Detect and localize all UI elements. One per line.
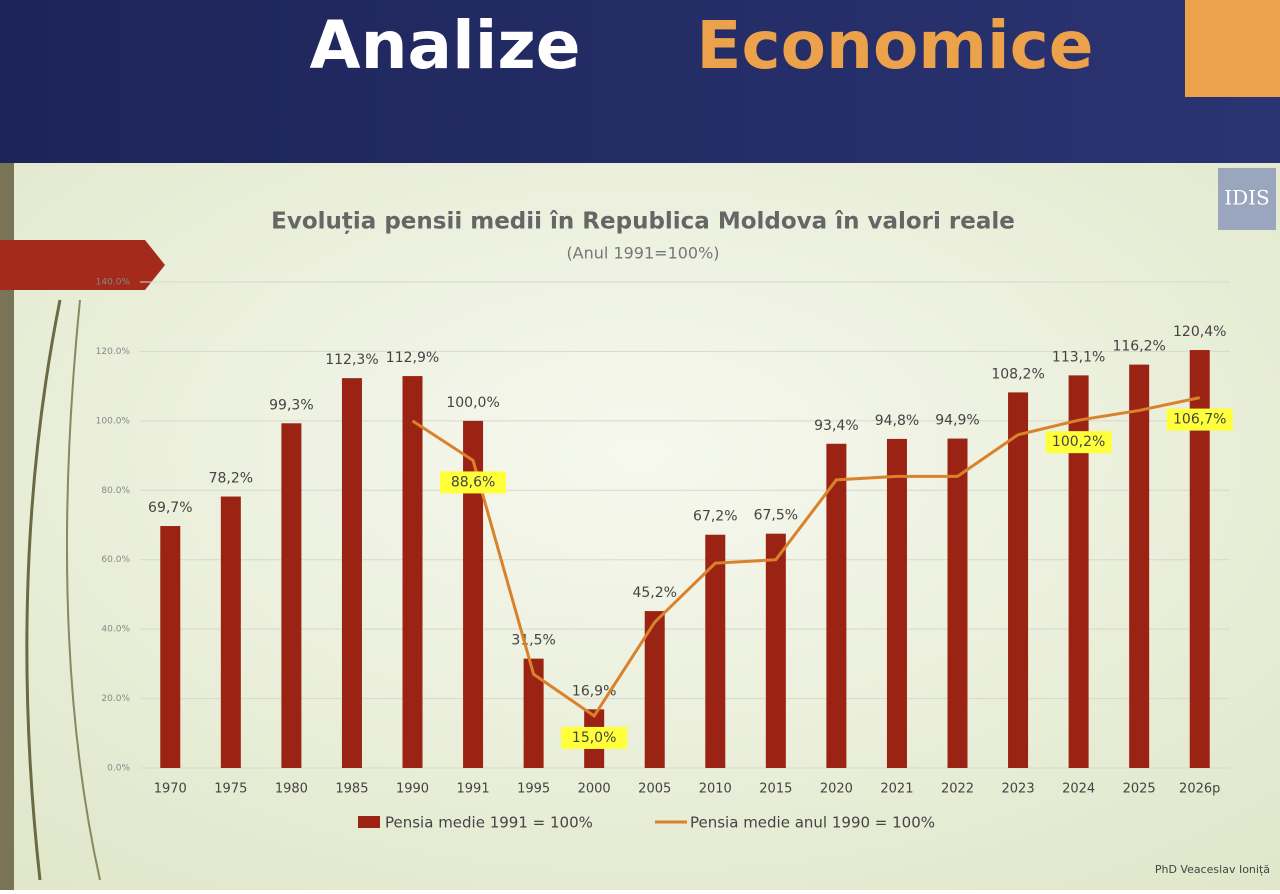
x-tick-label: 1975 bbox=[214, 782, 247, 797]
bar bbox=[765, 533, 786, 768]
bar bbox=[886, 438, 907, 768]
x-tick-label: 2024 bbox=[1062, 782, 1095, 797]
bar-label: 100,0% bbox=[446, 395, 499, 411]
bar bbox=[644, 611, 665, 768]
label-highlight bbox=[1045, 431, 1112, 454]
x-tick-label: 2005 bbox=[638, 782, 671, 797]
bar-label: 94,8% bbox=[875, 413, 919, 429]
x-tick-label: 2020 bbox=[820, 782, 853, 797]
bar bbox=[220, 496, 241, 768]
bar bbox=[463, 420, 484, 768]
bar bbox=[1129, 364, 1150, 768]
line-label: 88,6% bbox=[451, 474, 495, 490]
bar-label: 99,3% bbox=[269, 397, 313, 413]
bar bbox=[341, 378, 362, 768]
y-tick-label: 140.0% bbox=[96, 278, 131, 288]
y-tick-label: 0.0% bbox=[107, 764, 130, 774]
bar bbox=[947, 438, 968, 768]
x-tick-label: 1985 bbox=[335, 782, 368, 797]
x-tick-label: 1991 bbox=[457, 782, 490, 797]
x-tick-label: 1995 bbox=[517, 782, 550, 797]
y-tick-label: 80.0% bbox=[101, 486, 130, 496]
bar-label: 31,5% bbox=[511, 633, 555, 649]
bar-label: 112,9% bbox=[386, 350, 439, 366]
label-highlight bbox=[440, 471, 507, 494]
decor-curve bbox=[25, 299, 62, 881]
bar-label: 93,4% bbox=[814, 418, 858, 434]
bar bbox=[523, 658, 544, 768]
legend-swatch bbox=[358, 816, 380, 828]
header-bg bbox=[0, 0, 1280, 163]
x-tick-label: 2022 bbox=[941, 782, 974, 797]
x-tick-label: 2025 bbox=[1123, 782, 1156, 797]
label-highlight bbox=[1166, 408, 1233, 431]
bar-label: 16,9% bbox=[572, 683, 616, 699]
header-title-right: Economice bbox=[696, 7, 1093, 84]
header-title-left: Analize bbox=[309, 7, 580, 84]
x-tick-label: 1980 bbox=[275, 782, 308, 797]
author: PhD Veaceslav Ioniță bbox=[1155, 863, 1270, 876]
x-tick-label: 2000 bbox=[578, 782, 611, 797]
bar bbox=[160, 526, 181, 768]
bar-label: 78,2% bbox=[209, 471, 253, 487]
bar bbox=[1189, 350, 1210, 768]
bar-label: 112,3% bbox=[325, 352, 378, 368]
legend-label: Pensia medie 1991 = 100% bbox=[385, 814, 593, 832]
legend-label: Pensia medie anul 1990 = 100% bbox=[690, 814, 935, 832]
logo-text: ΙDIS bbox=[1224, 186, 1270, 210]
bar bbox=[1008, 392, 1029, 768]
bar-label: 120,4% bbox=[1173, 324, 1226, 340]
y-tick-label: 20.0% bbox=[101, 694, 130, 704]
bar-label: 113,1% bbox=[1052, 349, 1105, 365]
x-tick-label: 2021 bbox=[880, 782, 913, 797]
bar-label: 67,5% bbox=[754, 508, 798, 524]
y-tick-label: 40.0% bbox=[101, 625, 130, 635]
plot: 0.0% 20.0% 40.0% 60.0% 80.0% 100.0% 120.0% 140.… bbox=[96, 278, 1233, 832]
bar-label: 69,7% bbox=[148, 500, 192, 516]
bar-label: 45,2% bbox=[632, 585, 676, 601]
x-tick-label: 1990 bbox=[396, 782, 429, 797]
chart-title: Evoluția pensii medii în Republica Moldo… bbox=[271, 209, 1015, 235]
bar-label: 94,9% bbox=[935, 413, 979, 429]
y-tick-label: 120.0% bbox=[96, 347, 131, 357]
y-tick-label: 100.0% bbox=[96, 416, 131, 426]
x-tick-label: 1970 bbox=[154, 782, 187, 797]
bar-label: 116,2% bbox=[1112, 339, 1165, 355]
header-accent bbox=[1185, 0, 1280, 97]
chart-subtitle: (Anul 1991=100%) bbox=[566, 244, 719, 263]
y-tick-label: 60.0% bbox=[101, 555, 130, 565]
chart-bg bbox=[0, 163, 1280, 890]
bar-label: 67,2% bbox=[693, 509, 737, 525]
bar-label: 108,2% bbox=[991, 366, 1044, 382]
line-label: 100,2% bbox=[1052, 434, 1105, 450]
line-label: 106,7% bbox=[1173, 412, 1226, 428]
bar bbox=[1068, 375, 1089, 768]
bar bbox=[826, 443, 847, 768]
bar bbox=[281, 423, 302, 768]
x-tick-label: 2010 bbox=[699, 782, 732, 797]
line bbox=[411, 396, 1201, 719]
logo bbox=[1218, 168, 1276, 230]
left-edge bbox=[0, 163, 14, 890]
x-tick-label: 2023 bbox=[1002, 782, 1035, 797]
line-label: 15,0% bbox=[572, 730, 616, 746]
x-tick-label: 2026p bbox=[1179, 782, 1220, 797]
decor-curve bbox=[65, 299, 101, 881]
bar bbox=[705, 534, 726, 768]
left-arrow bbox=[0, 240, 165, 290]
x-tick-label: 2015 bbox=[759, 782, 792, 797]
label-highlight bbox=[561, 726, 628, 749]
bar bbox=[402, 376, 423, 768]
